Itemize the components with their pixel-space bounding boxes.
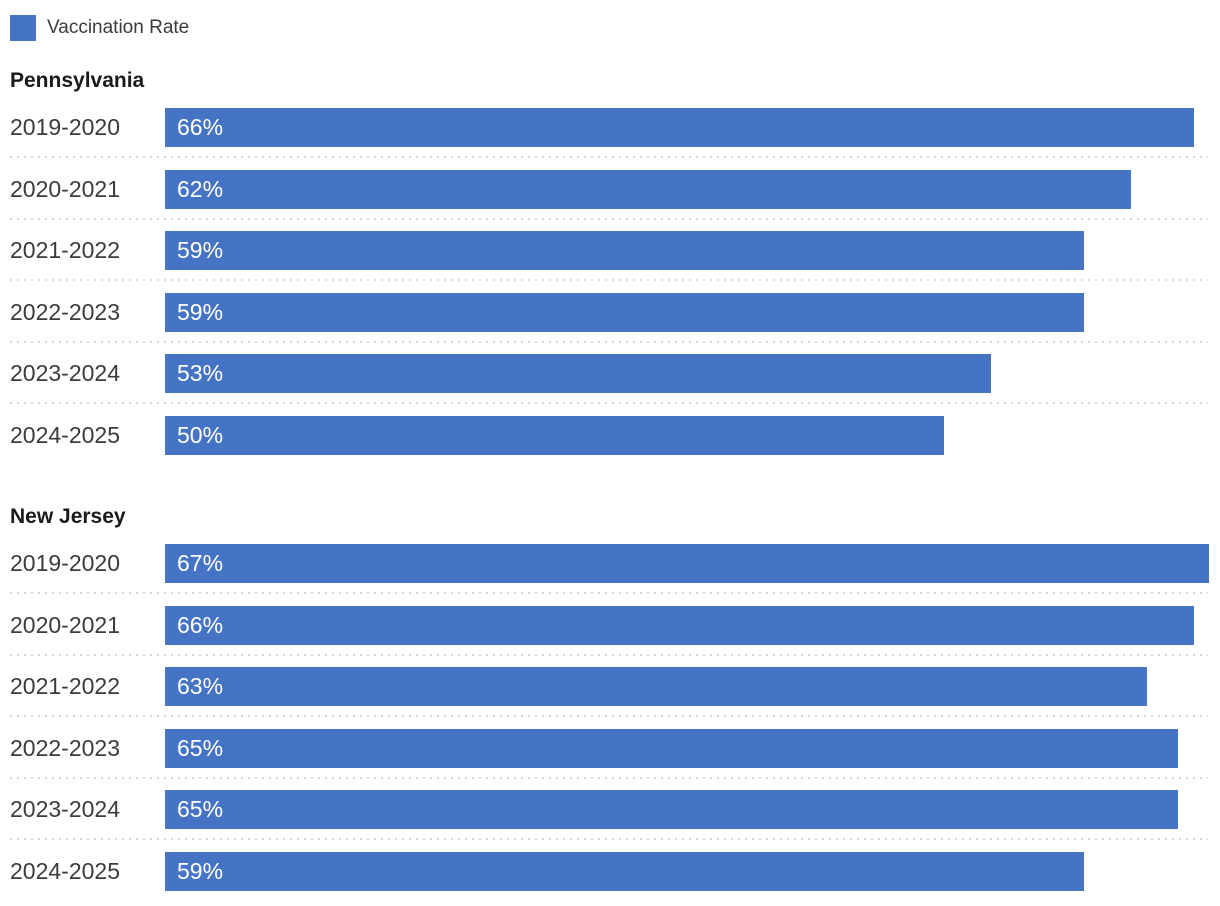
section-rows: 2019-2020 67% 2020-2021 66% 2021-2022 63… — [0, 544, 1220, 906]
category-label: 2022-2023 — [10, 734, 120, 761]
bar-track: 67% — [165, 544, 1220, 583]
row-separator — [10, 340, 1208, 343]
bar-track: 59% — [165, 231, 1220, 270]
bar-row: 2024-2025 50% — [0, 415, 1220, 478]
bar-track: 65% — [165, 790, 1220, 829]
category-label: 2024-2025 — [10, 421, 120, 448]
bar-row: 2022-2023 65% — [0, 728, 1220, 791]
bar-value-label: 53% — [177, 360, 224, 386]
bar: 53% — [165, 354, 991, 393]
row-separator — [10, 592, 1208, 594]
bar-value-label: 59% — [177, 298, 224, 325]
chart-sections: Pennsylvania 2019-2020 66% 2020-2021 62%… — [0, 69, 1220, 906]
bar: 67% — [165, 544, 1210, 583]
row-separator — [10, 402, 1208, 404]
bar-value-label: 62% — [177, 175, 224, 202]
bar-row: 2020-2021 62% — [0, 169, 1220, 232]
chart-section: Pennsylvania 2019-2020 66% 2020-2021 62%… — [0, 69, 1220, 477]
bar: 65% — [165, 728, 1178, 768]
bar: 59% — [165, 231, 1085, 270]
category-label: 2024-2025 — [10, 857, 120, 884]
bar-row: 2021-2022 63% — [0, 667, 1220, 729]
bar-value-label: 66% — [177, 114, 224, 140]
bar: 66% — [165, 605, 1194, 645]
category-label: 2019-2020 — [10, 550, 120, 576]
bar-row: 2021-2022 59% — [0, 231, 1220, 293]
row-separator — [10, 156, 1208, 158]
legend: Vaccination Rate — [10, 14, 1220, 41]
bar-track: 63% — [165, 667, 1220, 706]
category-label: 2020-2021 — [10, 175, 120, 202]
category-label: 2021-2022 — [10, 673, 120, 699]
bar-value-label: 67% — [177, 550, 224, 576]
category-label: 2020-2021 — [10, 611, 120, 638]
bar-value-label: 59% — [177, 237, 224, 263]
bar-track: 62% — [165, 169, 1220, 209]
bar: 50% — [165, 415, 945, 455]
bar-value-label: 66% — [177, 611, 224, 638]
bar-track: 59% — [165, 851, 1220, 891]
bar-track: 50% — [165, 415, 1220, 455]
bar: 65% — [165, 790, 1178, 829]
bar-row: 2023-2024 65% — [0, 790, 1220, 852]
row-separator — [10, 217, 1208, 220]
bar-row: 2023-2024 53% — [0, 354, 1220, 416]
bar-row: 2019-2020 66% — [0, 108, 1220, 170]
bar-value-label: 50% — [177, 421, 224, 448]
section-title: New Jersey — [10, 505, 126, 528]
row-separator — [10, 653, 1208, 656]
bar-track: 66% — [165, 108, 1220, 147]
row-separator — [10, 715, 1208, 717]
chart-section: New Jersey 2019-2020 67% 2020-2021 66% 2… — [0, 505, 1220, 906]
bar-track: 59% — [165, 292, 1220, 332]
section-title: Pennsylvania — [10, 69, 145, 92]
row-separator — [10, 776, 1208, 779]
bar-track: 66% — [165, 605, 1220, 645]
legend-swatch — [10, 14, 36, 41]
bar-value-label: 65% — [177, 796, 224, 822]
category-label: 2019-2020 — [10, 114, 120, 140]
row-separator — [10, 838, 1208, 840]
bar-row: 2022-2023 59% — [0, 292, 1220, 355]
bar-value-label: 65% — [177, 734, 224, 761]
bar-value-label: 59% — [177, 857, 224, 884]
vaccination-rate-chart: Vaccination Rate Pennsylvania 2019-2020 … — [0, 14, 1220, 906]
bar: 63% — [165, 667, 1147, 706]
category-label: 2022-2023 — [10, 298, 120, 325]
row-separator — [10, 279, 1208, 281]
section-rows: 2019-2020 66% 2020-2021 62% 2021-2022 59… — [0, 108, 1220, 477]
category-label: 2023-2024 — [10, 360, 120, 386]
legend-label: Vaccination Rate — [47, 16, 190, 38]
bar-row: 2019-2020 67% — [0, 544, 1220, 606]
bar-row: 2024-2025 59% — [0, 851, 1220, 906]
category-label: 2023-2024 — [10, 796, 120, 822]
bar-track: 65% — [165, 728, 1220, 768]
bar: 66% — [165, 108, 1194, 147]
bar: 59% — [165, 851, 1085, 891]
bar-row: 2020-2021 66% — [0, 605, 1220, 668]
category-label: 2021-2022 — [10, 237, 120, 263]
bar: 62% — [165, 169, 1132, 209]
bar-value-label: 63% — [177, 673, 224, 699]
bar: 59% — [165, 292, 1085, 332]
bar-track: 53% — [165, 354, 1220, 393]
